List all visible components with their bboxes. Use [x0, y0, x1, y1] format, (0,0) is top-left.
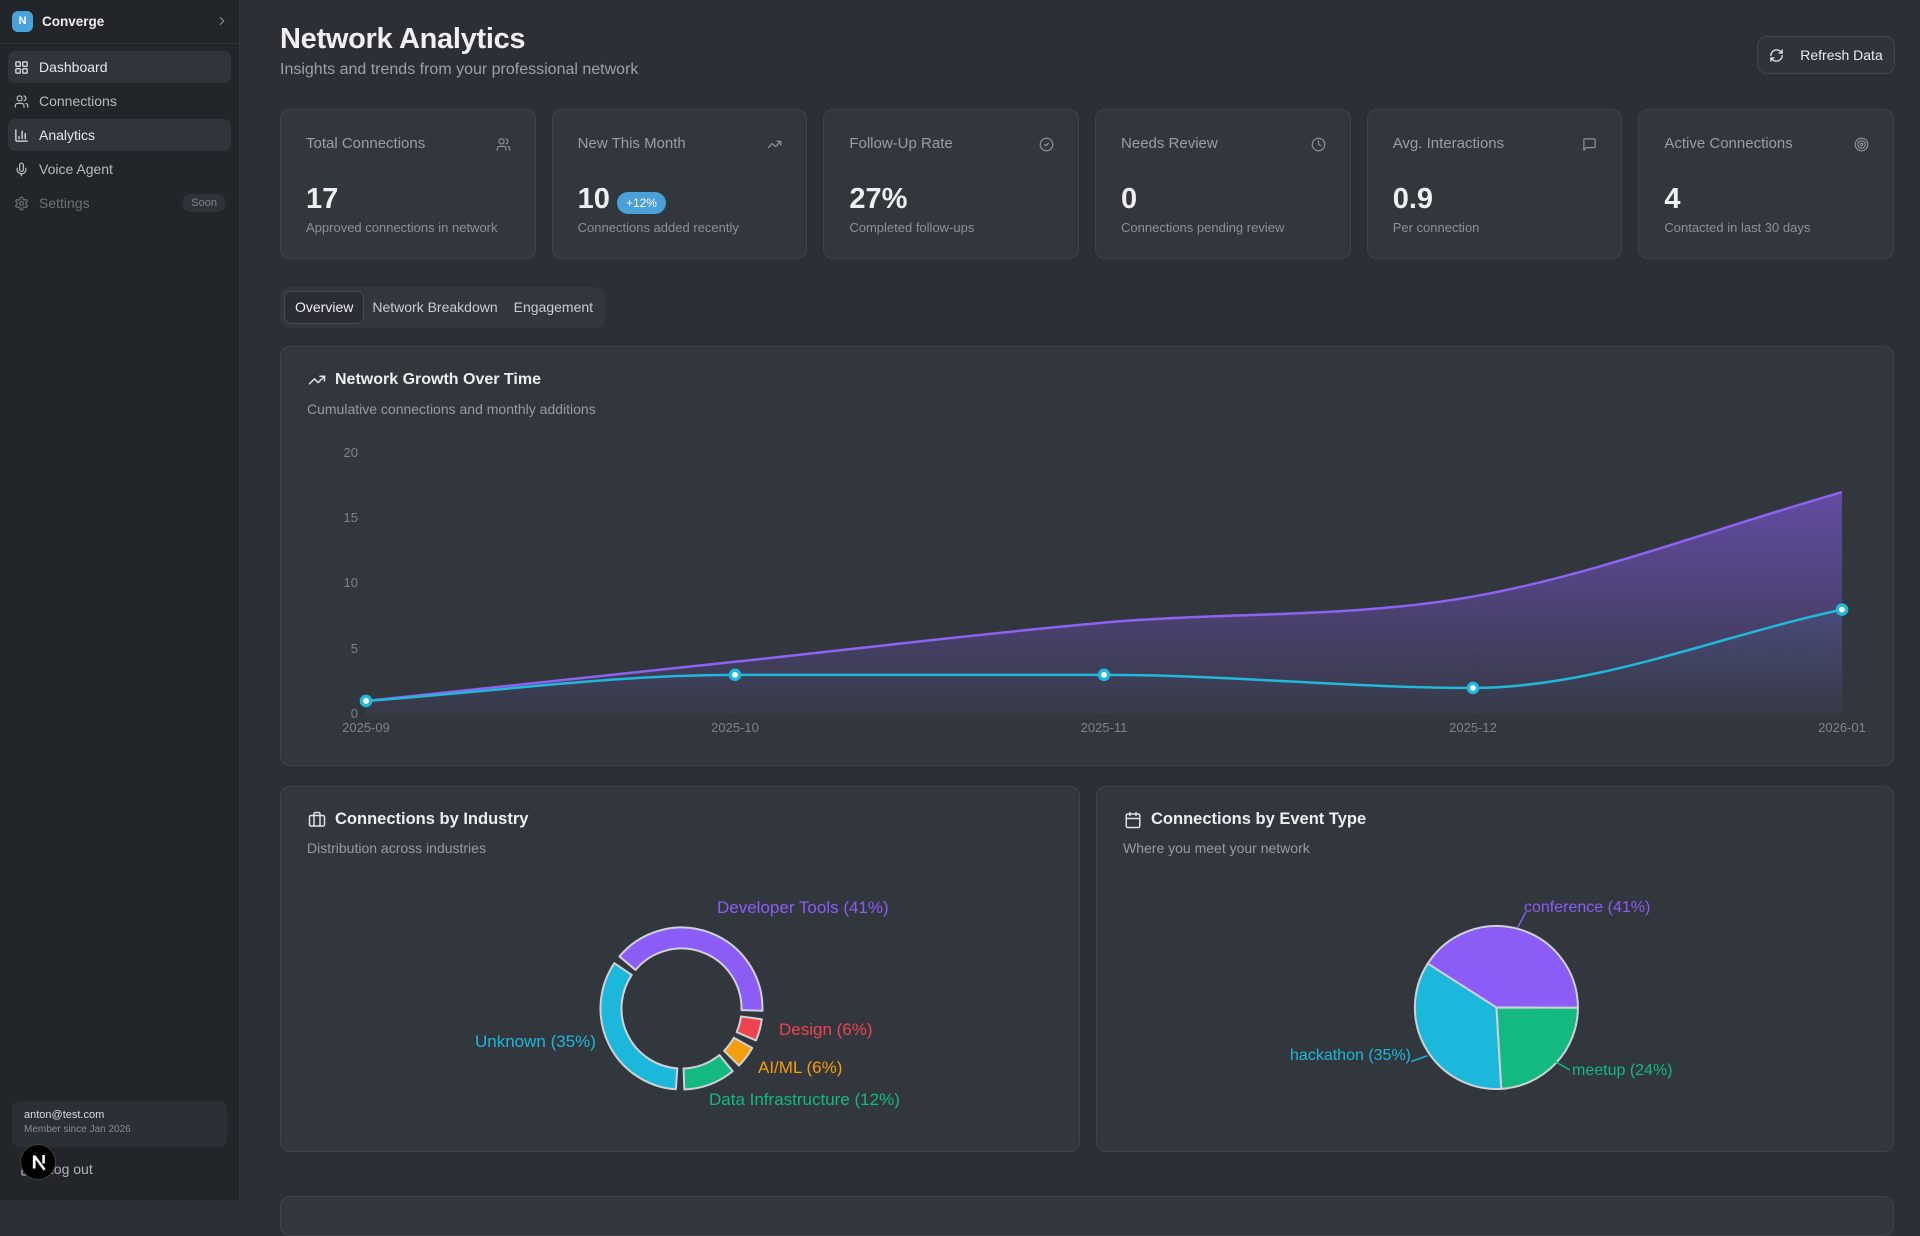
svg-text:20: 20 [344, 445, 358, 460]
svg-text:Developer Tools (41%): Developer Tools (41%) [717, 898, 889, 917]
svg-text:hackathon (35%): hackathon (35%) [1290, 1047, 1411, 1064]
svg-text:Unknown (35%): Unknown (35%) [475, 1032, 596, 1051]
svg-text:2025-11: 2025-11 [1081, 720, 1128, 735]
svg-text:meetup (24%): meetup (24%) [1572, 1062, 1673, 1079]
svg-text:2026-01: 2026-01 [1818, 720, 1866, 735]
svg-text:2025-10: 2025-10 [711, 720, 759, 735]
svg-text:Design (6%): Design (6%) [779, 1020, 873, 1039]
svg-text:15: 15 [344, 510, 358, 525]
svg-text:Data Infrastructure (12%): Data Infrastructure (12%) [709, 1090, 900, 1109]
svg-text:2025-12: 2025-12 [1449, 720, 1497, 735]
svg-text:AI/ML (6%): AI/ML (6%) [758, 1058, 842, 1077]
svg-text:10: 10 [344, 575, 358, 590]
svg-text:conference (41%): conference (41%) [1524, 899, 1650, 916]
svg-text:2025-09: 2025-09 [342, 720, 390, 735]
svg-text:5: 5 [351, 641, 358, 656]
svg-text:0: 0 [351, 706, 358, 721]
